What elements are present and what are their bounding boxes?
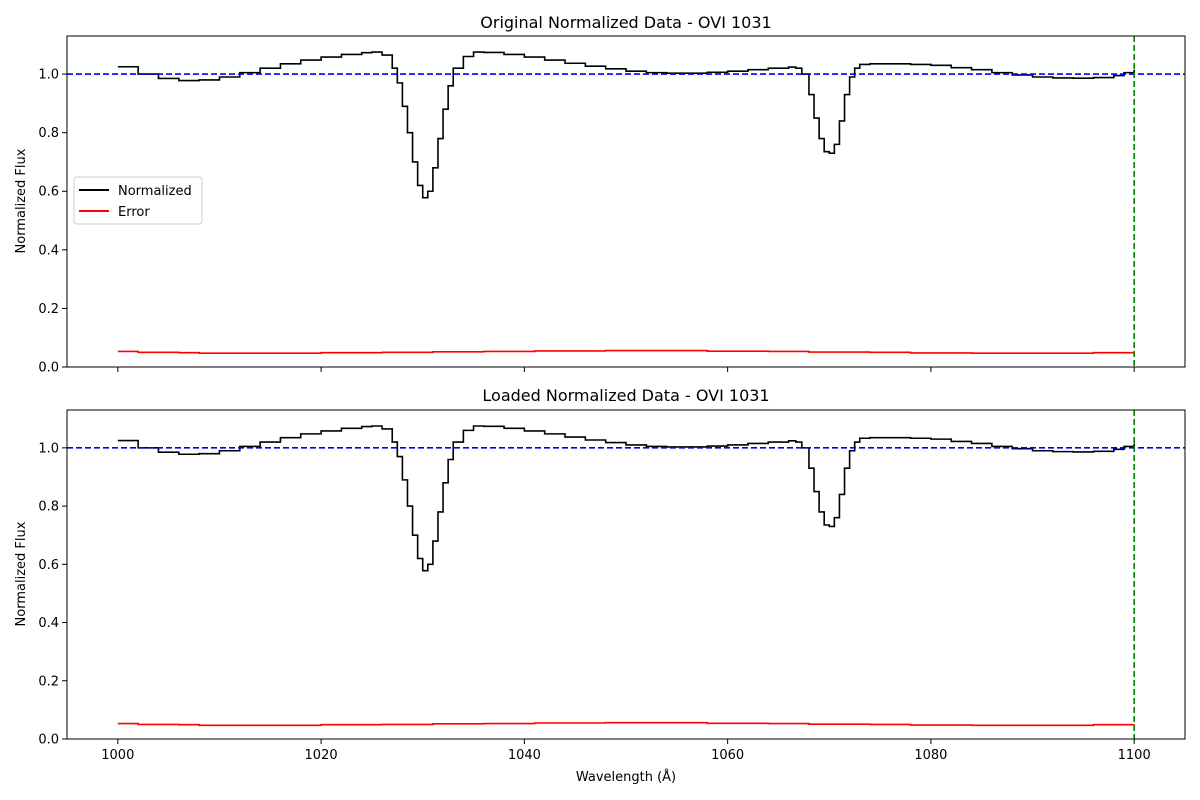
series-line-normalized <box>117 425 1135 572</box>
y-tick-label: 0.6 <box>38 558 59 573</box>
legend-label-error: Error <box>118 205 150 220</box>
legend: Normalized Error <box>73 176 203 225</box>
y-tick-label: 0.2 <box>38 302 59 317</box>
y-tick-label: 0.8 <box>38 500 59 515</box>
panel-title: Original Normalized Data - OVI 1031 <box>480 13 771 32</box>
axes-frame <box>66 409 1186 740</box>
plot-area <box>67 36 1185 367</box>
series-line-error <box>117 349 1135 355</box>
panel-loaded: Loaded Normalized Data - OVI 1031 Normal… <box>14 386 1186 785</box>
plot-area <box>67 410 1185 739</box>
x-tick-label: 1080 <box>914 748 947 763</box>
panel-title: Loaded Normalized Data - OVI 1031 <box>482 386 769 405</box>
y-tick-label: 1.0 <box>38 441 59 456</box>
x-tick-label: 1040 <box>508 748 541 763</box>
y-ticks: 0.0 0.2 0.4 0.6 0.8 1.0 <box>38 441 67 748</box>
series-line-normalized <box>117 51 1135 199</box>
x-tick-label: 1060 <box>711 748 744 763</box>
legend-frame <box>73 176 203 225</box>
y-tick-label: 1.0 <box>38 68 59 83</box>
x-tick-label: 1000 <box>101 748 134 763</box>
y-tick-label: 0.4 <box>38 616 59 631</box>
y-tick-label: 0.8 <box>38 126 59 141</box>
y-axis-label: Normalized Flux <box>14 521 29 626</box>
series-line-error <box>117 721 1135 727</box>
axes-frame <box>66 35 1186 368</box>
x-tick-label: 1100 <box>1118 748 1151 763</box>
y-tick-label: 0.0 <box>38 361 59 376</box>
panel-original: Original Normalized Data - OVI 1031 Norm… <box>14 13 1186 376</box>
y-tick-label: 0.2 <box>38 674 59 689</box>
legend-label-normalized: Normalized <box>118 184 192 199</box>
y-tick-label: 0.4 <box>38 243 59 258</box>
y-ticks: 0.0 0.2 0.4 0.6 0.8 1.0 <box>38 68 67 376</box>
y-axis-label: Normalized Flux <box>14 148 29 253</box>
x-ticks: 1000 1020 1040 1060 1080 1100 <box>101 739 1151 763</box>
x-axis-label: Wavelength (Å) <box>576 769 676 785</box>
x-ticks <box>117 367 1135 372</box>
y-tick-label: 0.6 <box>38 185 59 200</box>
y-tick-label: 0.0 <box>38 733 59 748</box>
x-tick-label: 1020 <box>305 748 338 763</box>
